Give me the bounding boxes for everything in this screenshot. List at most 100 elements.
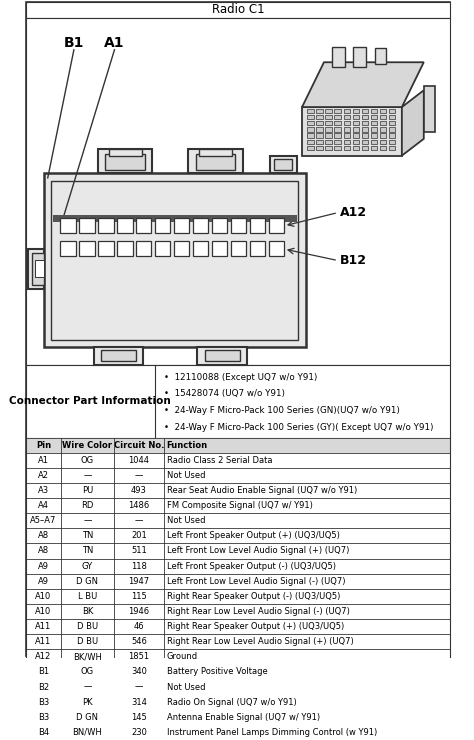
Bar	[353, 133, 359, 138]
Bar	[335, 109, 341, 113]
Bar	[308, 121, 314, 125]
Bar	[231, 218, 246, 233]
Bar	[35, 260, 44, 278]
Bar	[362, 121, 368, 125]
Text: Instrument Panel Lamps Dimming Control (w Y91): Instrument Panel Lamps Dimming Control (…	[166, 728, 377, 737]
Bar	[26, 528, 450, 543]
Bar	[26, 513, 450, 528]
Text: Antenna Enable Signal (UQ7 w/ Y91): Antenna Enable Signal (UQ7 w/ Y91)	[166, 713, 319, 722]
Bar	[380, 140, 386, 144]
Text: 1851: 1851	[128, 652, 149, 662]
Text: Connector Part Information: Connector Part Information	[9, 396, 171, 406]
Bar	[79, 218, 95, 233]
Bar	[26, 483, 450, 498]
Bar	[344, 133, 350, 138]
Text: Radio C1: Radio C1	[212, 3, 264, 16]
Bar	[389, 109, 395, 113]
Bar	[424, 86, 435, 132]
Text: —: —	[83, 471, 91, 480]
Bar	[26, 365, 450, 437]
Text: 145: 145	[131, 713, 147, 722]
Text: 314: 314	[131, 698, 147, 707]
Bar	[371, 127, 377, 132]
Text: A2: A2	[38, 471, 49, 480]
Bar	[26, 1, 450, 18]
Text: 1044: 1044	[128, 456, 149, 465]
Bar	[53, 215, 297, 222]
Text: •  24-Way F Micro-Pack 100 Series (GY)( Except UQ7 w/o Y91): • 24-Way F Micro-Pack 100 Series (GY)( E…	[164, 423, 434, 432]
Bar	[26, 453, 450, 468]
Text: D GN: D GN	[76, 713, 98, 722]
Bar	[317, 115, 323, 119]
Bar	[26, 498, 450, 513]
Bar	[26, 543, 450, 559]
Bar	[212, 241, 227, 256]
Bar	[362, 127, 368, 132]
Text: 493: 493	[131, 486, 147, 495]
Bar	[51, 181, 299, 340]
Text: A3: A3	[38, 486, 49, 495]
Text: BN/WH: BN/WH	[73, 728, 102, 737]
Bar	[332, 47, 345, 67]
Text: B1: B1	[64, 36, 84, 50]
Bar	[250, 218, 265, 233]
Bar	[26, 634, 450, 649]
Bar	[371, 133, 377, 138]
Bar	[308, 127, 314, 132]
Text: B4: B4	[38, 728, 49, 737]
Bar	[389, 133, 395, 138]
Bar	[60, 241, 76, 256]
Bar	[117, 218, 133, 233]
Text: 340: 340	[131, 667, 147, 676]
Text: 511: 511	[131, 546, 147, 556]
Bar	[353, 109, 359, 113]
Bar	[344, 121, 350, 125]
Text: A9: A9	[38, 562, 49, 571]
Bar	[326, 133, 332, 138]
Bar	[380, 146, 386, 150]
Bar	[353, 47, 366, 67]
Bar	[250, 241, 265, 256]
Bar	[389, 121, 395, 125]
Text: A1: A1	[104, 36, 125, 50]
Text: 230: 230	[131, 728, 147, 737]
Text: BK: BK	[82, 607, 93, 616]
Bar	[389, 127, 395, 132]
Text: 118: 118	[131, 562, 147, 571]
Bar	[274, 159, 292, 170]
Text: —: —	[83, 682, 91, 691]
Bar	[389, 140, 395, 144]
Text: Right Rear Low Level Audio Signal (-) (UQ7): Right Rear Low Level Audio Signal (-) (U…	[166, 607, 349, 616]
Polygon shape	[402, 90, 424, 155]
Text: PU: PU	[82, 486, 93, 495]
Bar	[212, 218, 227, 233]
Bar	[389, 146, 395, 150]
Bar	[371, 121, 377, 125]
Text: Rear Seat Audio Enable Signal (UQ7 w/o Y91): Rear Seat Audio Enable Signal (UQ7 w/o Y…	[166, 486, 357, 495]
Text: B2: B2	[38, 682, 49, 691]
Bar	[31, 254, 44, 285]
Bar	[326, 146, 332, 150]
Bar	[117, 241, 133, 256]
Bar	[317, 121, 323, 125]
Polygon shape	[302, 62, 424, 107]
Text: —: —	[135, 682, 143, 691]
Bar	[308, 115, 314, 119]
Text: A4: A4	[38, 501, 49, 510]
Text: OG: OG	[81, 667, 94, 676]
Bar	[26, 604, 450, 619]
Bar	[353, 121, 359, 125]
Text: 115: 115	[131, 592, 147, 601]
Bar	[26, 619, 450, 634]
Text: L BU: L BU	[78, 592, 97, 601]
Text: A10: A10	[36, 592, 52, 601]
Bar	[371, 109, 377, 113]
Bar	[317, 146, 323, 150]
Text: D BU: D BU	[77, 622, 98, 631]
Bar	[269, 218, 284, 233]
Text: Right Rear Low Level Audio Signal (+) (UQ7): Right Rear Low Level Audio Signal (+) (U…	[166, 637, 353, 646]
Text: Ground: Ground	[166, 652, 198, 662]
Bar	[335, 115, 341, 119]
Text: Left Front Low Level Audio Signal (+) (UQ7): Left Front Low Level Audio Signal (+) (U…	[166, 546, 349, 556]
Bar	[308, 140, 314, 144]
